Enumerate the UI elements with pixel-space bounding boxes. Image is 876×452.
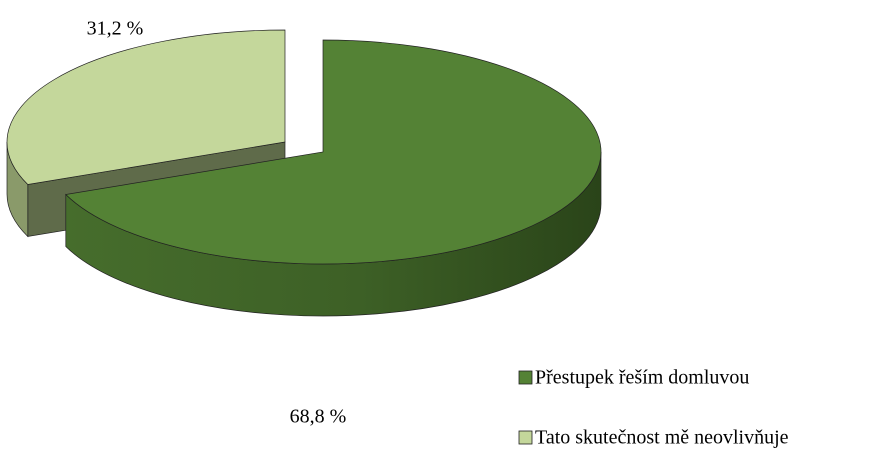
legend-label: Tato skutečnost mě neovlivňuje	[535, 427, 789, 449]
pie	[6, 29, 602, 317]
data-label: 31,2 %	[87, 18, 144, 40]
legend: Přestupek řeším domluvou Tato skutečnost …	[518, 367, 789, 449]
legend-label: Přestupek řeším domluvou	[535, 367, 749, 389]
slice	[65, 39, 602, 265]
slice	[6, 29, 286, 185]
data-label: 68,8 %	[290, 406, 347, 428]
legend-swatch	[518, 370, 533, 385]
legend-swatch	[518, 430, 533, 445]
